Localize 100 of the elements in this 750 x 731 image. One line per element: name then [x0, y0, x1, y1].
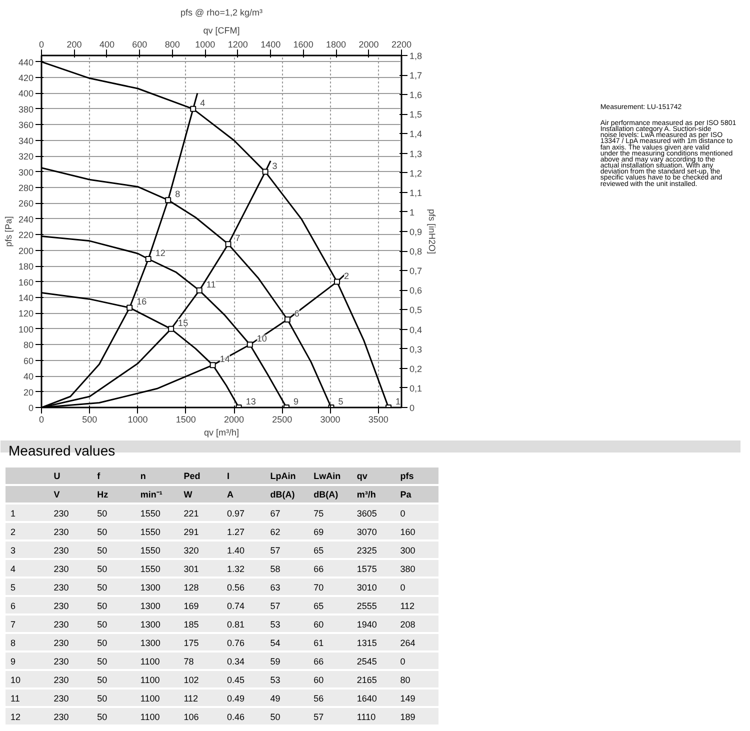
chart-title: pfs @ rho=1,2 kg/m³: [180, 8, 262, 18]
x-tick-label: 500: [82, 414, 98, 424]
y2-tick-label: 0,4: [410, 324, 422, 335]
x-tick-label: 3500: [368, 414, 388, 424]
annotation: 3: [272, 160, 278, 171]
y-tick-label: 0: [28, 403, 34, 413]
y2-tick-label: 0,1: [410, 383, 422, 394]
point: [196, 287, 202, 294]
text: 1 230 50 1550 221 0.97 67 75 3605 0: [10, 508, 406, 518]
x2-tick-label: 400: [99, 40, 114, 50]
point: [165, 197, 172, 204]
text: U f n Ped I LpAin LwAin qv pfs: [54, 470, 414, 481]
y-tick-label: 400: [18, 88, 34, 99]
y-tick-label: 100: [18, 324, 34, 334]
annotation: 16: [136, 296, 147, 307]
y-tick-label: 340: [18, 136, 34, 146]
y-tick-label: 440: [18, 57, 34, 68]
annotation: 11: [206, 279, 216, 290]
y2-tick-label: 1,6: [410, 90, 422, 100]
point: [126, 304, 133, 311]
x-axis-title: qv [m³/h]: [204, 428, 240, 438]
x2-tick-label: 2000: [358, 40, 379, 50]
y2-tick-label: 1,5: [410, 110, 422, 120]
y2-tick-label: 0,2: [410, 364, 422, 374]
y-tick-label: 260: [18, 198, 34, 209]
text: 7 230 50 1300 185 0.81 53 60 1940 208: [10, 619, 416, 630]
y-tick-label: 180: [18, 262, 34, 272]
y-tick-label: 140: [18, 293, 34, 303]
y2-tick-label: 1,1: [410, 188, 422, 198]
y2-tick-label: 0,7: [410, 266, 422, 276]
annotation: 14: [220, 354, 230, 364]
y-tick-label: 360: [18, 120, 34, 130]
y2-tick-label: 1,3: [410, 148, 422, 159]
annotation: 4: [200, 98, 206, 108]
point: [168, 326, 174, 332]
y2-tick-label: 0,3: [410, 344, 422, 354]
y2-tick-label: 0,8: [410, 246, 422, 257]
text: 5 230 50 1300 128 0.56 63 70 3010 0: [10, 582, 406, 592]
y2-tick-label: 1,8: [410, 51, 422, 61]
text: 10 230 50 1100 102 0.45 53 60 2165 80: [10, 674, 410, 685]
text: 9 230 50 1100 78 0.34 59 66 2545 0: [10, 656, 406, 666]
point: [190, 106, 196, 112]
x2-axis-title: qv [CFM]: [203, 26, 240, 36]
x2-tick-label: 200: [66, 40, 82, 50]
y2-tick-label: 1,4: [410, 129, 422, 140]
y2-tick-label: 1,2: [410, 168, 422, 178]
text: Measured values: [8, 442, 116, 458]
y-tick-label: 120: [18, 308, 34, 319]
y2-tick-label: 1,7: [410, 70, 422, 81]
annotation: 12: [155, 248, 166, 258]
text: 6 230 50 1300 169 0.74 57 65 2555 112: [10, 600, 415, 611]
y-tick-label: 320: [18, 152, 34, 162]
x-tick-label: 0: [38, 414, 44, 424]
y2-tick-label: 0,6: [410, 286, 422, 296]
x2-tick-label: 1000: [195, 40, 216, 50]
annotation: 8: [175, 189, 180, 200]
x-tick-label: 1000: [128, 414, 148, 424]
y2-tick-label: 0: [410, 403, 415, 413]
y-tick-label: 220: [18, 230, 34, 240]
point: [284, 316, 290, 322]
x2-tick-label: 0: [38, 40, 44, 50]
x-tick-label: 2000: [224, 414, 244, 424]
x2-tick-label: 1200: [228, 40, 248, 50]
y-tick-label: 80: [23, 340, 34, 350]
x-tick-label: 3000: [320, 414, 340, 424]
annotation: 5: [338, 396, 344, 406]
point: [262, 168, 268, 175]
annotation: 9: [293, 396, 298, 406]
x2-tick-label: 600: [132, 40, 148, 50]
text: 2 230 50 1550 291 1.27 62 69 3070 160: [10, 526, 416, 537]
y-tick-label: 420: [18, 73, 34, 83]
annotation: 6: [294, 308, 300, 318]
annotation: 10: [256, 334, 267, 344]
text: V Hz min⁻¹ W A dB(A) dB(A) m³/h Pa: [54, 489, 412, 500]
point: [210, 362, 216, 368]
annotation: 7: [235, 233, 240, 244]
y2-tick-label: 1: [410, 207, 415, 218]
y2-axis-title: pfs [inH2O]: [427, 208, 438, 254]
y-tick-label: 240: [18, 214, 34, 224]
point: [225, 241, 232, 248]
x2-tick-label: 1400: [260, 40, 281, 50]
point: [246, 342, 253, 348]
y-tick-label: 300: [18, 167, 34, 178]
text: 4 230 50 1550 301 1.32 58 66 1575 380: [10, 564, 416, 574]
x-tick-label: 1500: [176, 414, 196, 424]
text: 3 230 50 1550 320 1.40 57 65 2325 300: [10, 545, 416, 556]
x2-tick-label: 2200: [391, 40, 412, 50]
annotation: 2: [344, 270, 350, 281]
y-tick-label: 200: [18, 246, 34, 256]
y-tick-label: 60: [23, 356, 34, 366]
text: 8 230 50 1300 175 0.76 54 61 1315 264: [10, 638, 416, 648]
y-tick-label: 280: [18, 183, 34, 193]
annotation: 15: [178, 318, 188, 328]
y-axis-title: pfs [Pa]: [3, 216, 14, 247]
point: [334, 278, 340, 285]
y-tick-label: 20: [23, 387, 34, 398]
text: 11 230 50 1100 112 0.49 49 56 1640 149: [10, 693, 416, 704]
y2-tick-label: 0,9: [410, 227, 422, 237]
y-tick-label: 380: [18, 104, 34, 114]
y-tick-label: 160: [18, 277, 34, 288]
